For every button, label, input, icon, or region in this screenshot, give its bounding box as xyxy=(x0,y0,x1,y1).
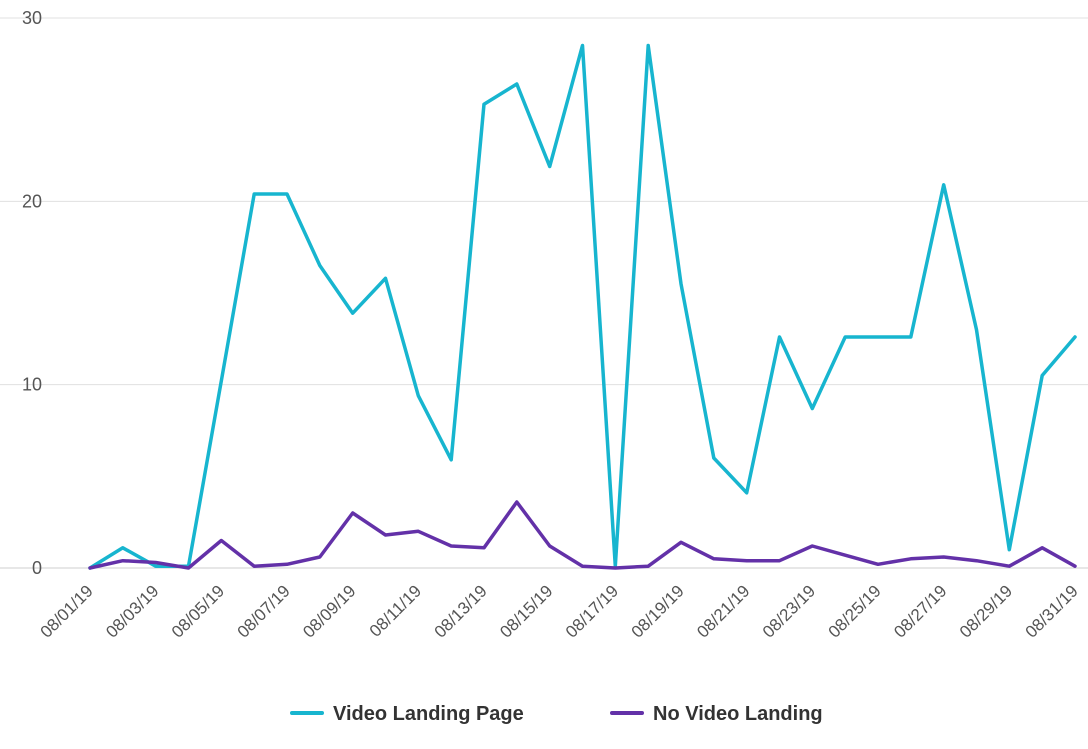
x-tick-label: 08/15/19 xyxy=(496,581,556,641)
x-tick-label: 08/31/19 xyxy=(1022,581,1082,641)
x-tick-label: 08/25/19 xyxy=(825,581,885,641)
y-tick-label: 10 xyxy=(22,375,42,395)
x-tick-label: 08/11/19 xyxy=(366,581,425,640)
series-line-no-video-landing xyxy=(88,500,1077,570)
legend: Video Landing Page No Video Landing xyxy=(290,703,823,725)
y-tick-label: 30 xyxy=(22,8,42,28)
y-axis-ticks: 0 10 20 30 xyxy=(22,8,42,578)
series-line-video-landing-page xyxy=(88,43,1077,570)
x-tick-label: 08/19/19 xyxy=(628,581,688,641)
x-axis-ticks: 08/01/19 08/03/19 08/05/19 08/07/19 08/09/19… xyxy=(37,581,1082,641)
gridlines xyxy=(0,17,1088,569)
x-tick-label: 08/07/19 xyxy=(234,581,294,641)
x-tick-label: 08/23/19 xyxy=(759,581,819,641)
legend-label: Video Landing Page xyxy=(333,703,524,725)
x-tick-label: 08/17/19 xyxy=(562,581,622,641)
x-tick-label: 08/01/19 xyxy=(37,581,97,641)
legend-label: No Video Landing xyxy=(653,703,823,725)
y-tick-label: 20 xyxy=(22,191,42,211)
x-tick-label: 08/03/19 xyxy=(102,581,162,641)
y-tick-label: 0 xyxy=(32,558,42,578)
x-tick-label: 08/27/19 xyxy=(890,581,950,641)
x-tick-label: 08/29/19 xyxy=(956,581,1016,641)
x-tick-label: 08/21/19 xyxy=(693,581,753,641)
series-lines xyxy=(88,43,1077,570)
x-tick-label: 08/13/19 xyxy=(431,581,491,641)
x-tick-label: 08/05/19 xyxy=(168,581,228,641)
x-tick-label: 08/09/19 xyxy=(299,581,359,641)
